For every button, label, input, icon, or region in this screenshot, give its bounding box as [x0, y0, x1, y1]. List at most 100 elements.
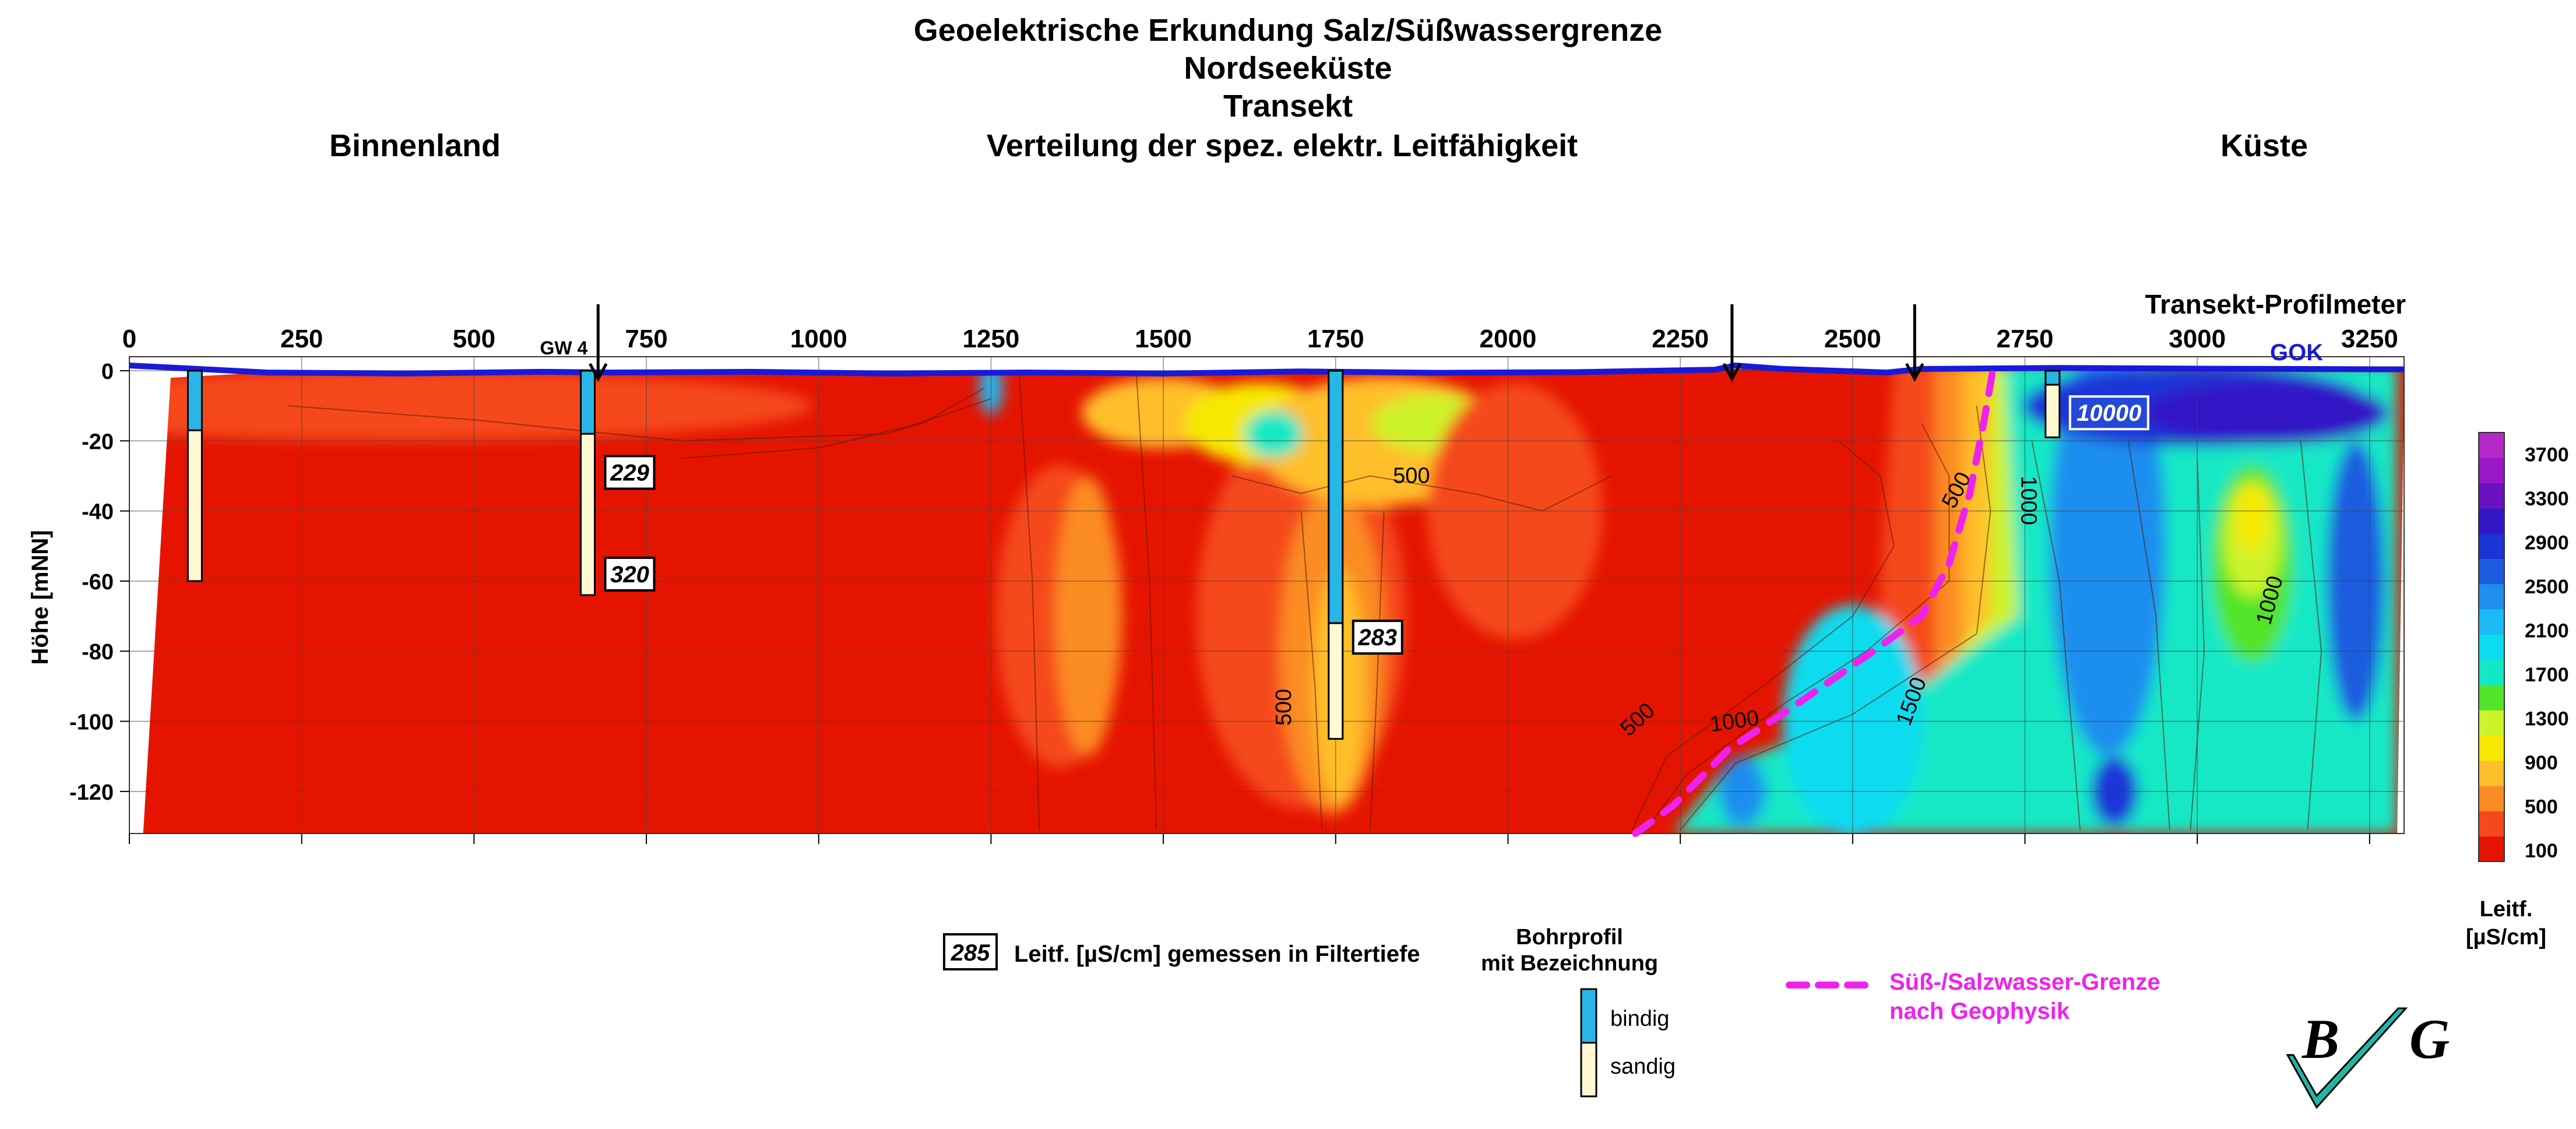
zone-orange-band-2	[1055, 476, 1120, 757]
borehole-4-bindig	[2044, 370, 2061, 386]
y-tick-label--20: -20	[82, 430, 114, 454]
colorbar-band-8	[2479, 659, 2504, 685]
borehole-3-sandig	[1328, 622, 1344, 740]
chart-title-line-2: Nordseeküste	[1184, 51, 1392, 86]
arrow-3-head	[1905, 363, 1924, 382]
contour-label-5: 1000	[2017, 476, 2041, 525]
x-tick-label-0: 0	[122, 325, 136, 353]
bfg-logo-letters: B G	[2301, 1008, 2478, 1070]
colorbar-band-16	[2479, 458, 2504, 484]
contour-line-10	[1680, 406, 1991, 831]
contour-line-12	[2127, 441, 2170, 831]
left-heading: Binnenland	[329, 128, 501, 163]
colorbar-band-5	[2479, 735, 2504, 761]
colorbar-tick-3700: 3700	[2525, 444, 2569, 466]
zone-cyan-top	[1244, 410, 1303, 458]
colorbar-band-11	[2479, 583, 2504, 610]
contour-line-5	[1300, 511, 1323, 831]
x-tick-label-1500: 1500	[1135, 325, 1192, 353]
colorbar-band-2	[2479, 811, 2504, 837]
colorbar-band-9	[2479, 634, 2504, 660]
colorbar-title-line-2: [µS/cm]	[2466, 925, 2546, 949]
colorbar-tick-1300: 1300	[2525, 708, 2569, 730]
measurement-value-1: 229	[610, 460, 649, 486]
legend: 285 Leitf. [µS/cm] gemessen in Filtertie…	[943, 925, 2160, 1098]
contour-line-6	[1369, 511, 1385, 831]
chart-title-line-1: Geoelektrische Erkundung Salz/Süßwasserg…	[914, 13, 1662, 48]
colorbar-band-1	[2479, 836, 2504, 862]
legend-sandig-label: sandig	[1610, 1054, 1676, 1079]
x-tick-label-1250: 1250	[962, 325, 1019, 353]
colorbar-band-17	[2479, 432, 2504, 458]
arrow-2-head	[1722, 363, 1742, 382]
borehole-3-bindig	[1328, 370, 1344, 624]
colorbar-tick-900: 900	[2525, 752, 2558, 774]
measurement-box-4	[2068, 395, 2149, 431]
measurement-box-1	[604, 455, 656, 490]
colorbar-band-4	[2479, 760, 2504, 786]
colorbar-band-12	[2479, 558, 2504, 585]
colorbar-band-3	[2479, 786, 2504, 811]
measurement-box-2	[604, 556, 656, 592]
contour-label-1: 500	[1393, 464, 1430, 488]
colorbar-tick-1700: 1700	[2525, 664, 2569, 686]
x-tick-label-1750: 1750	[1307, 325, 1364, 353]
colorbar-band-7	[2479, 684, 2504, 711]
y-axis-ticks: 0 -20 -40 -60 -80 -100 -120	[69, 360, 129, 805]
legend-sandig-swatch	[1580, 1042, 1597, 1098]
plot-frame	[129, 356, 2405, 834]
borehole-2-bindig	[580, 370, 596, 435]
legend-bindig-swatch	[1580, 988, 1597, 1044]
legend-bindig-label: bindig	[1610, 1007, 1669, 1031]
colorbar-tick-100: 100	[2525, 840, 2558, 862]
measurement-boxes: 229 320 283 10000	[604, 395, 2149, 655]
zone-shallow-west	[143, 371, 814, 441]
colorbar-band-10	[2479, 609, 2504, 635]
location-arrows: GW 4	[540, 304, 1924, 382]
chart-title-line-4: Verteilung der spez. elektr. Leitfähigke…	[987, 128, 1578, 163]
y-tick-label--120: -120	[69, 780, 114, 805]
zone-yellow-lens	[2236, 483, 2269, 553]
fresh-salt-water-boundary-line	[1632, 360, 1998, 837]
arrow-1-label: GW 4	[540, 337, 587, 358]
legend-measurement-sample: 285	[951, 940, 990, 966]
bfg-logo: B G	[2286, 1007, 2478, 1109]
x-tick-label-3250: 3250	[2341, 325, 2398, 353]
colorbar-tick-3300: 3300	[2525, 488, 2569, 510]
x-tick-label-250: 250	[280, 325, 323, 353]
colorbar-band-15	[2479, 483, 2504, 509]
colorbar: 100 500 900 1300 1700 2100 2500 2900 3300 3700	[2478, 432, 2569, 862]
arrow-1-head	[589, 363, 608, 382]
x-tick-label-750: 750	[625, 325, 667, 353]
y-tick-label--60: -60	[82, 570, 114, 595]
borehole-1-sandig	[186, 429, 203, 582]
zone-cyan-east	[1673, 369, 2398, 833]
chart-title-line-3: Transekt	[1223, 89, 1353, 124]
contour-line-7	[1232, 475, 1612, 512]
y-axis-label: Höhe [mNN]	[27, 530, 53, 664]
legend-borehole-title-line-2: mit Bezeichnung	[1481, 951, 1658, 976]
borehole-1-bindig	[186, 370, 203, 431]
x-tick-label-500: 500	[453, 325, 495, 353]
boreholes	[186, 370, 2061, 740]
zone-blue-top-2	[2144, 381, 2389, 445]
y-tick-label--40: -40	[82, 500, 114, 525]
contour-label-3: 500	[1272, 689, 1296, 726]
colorbar-band-14	[2479, 508, 2504, 534]
colorbar-frame	[2478, 432, 2505, 862]
y-tick-label--100: -100	[69, 711, 114, 735]
x-axis-label: Transekt-Profilmeter	[2145, 289, 2406, 319]
zone-gradient-2	[1756, 369, 2018, 833]
borehole-2-sandig	[580, 432, 596, 596]
y-tick-label--80: -80	[82, 640, 114, 664]
bfg-logo-root-mark	[2286, 1007, 2408, 1109]
x-tick-label-2500: 2500	[1824, 325, 1881, 353]
y-tick-label-0: 0	[101, 360, 114, 384]
colorbar-band-13	[2479, 533, 2504, 559]
colorbar-tick-2100: 2100	[2525, 620, 2569, 642]
measurement-value-3: 283	[1357, 625, 1397, 650]
colorbar-band-6	[2479, 710, 2504, 736]
legend-measurement-text: Leitf. [µS/cm] gemessen in Filtertiefe	[1014, 941, 1420, 967]
x-tick-label-2250: 2250	[1652, 325, 1709, 353]
